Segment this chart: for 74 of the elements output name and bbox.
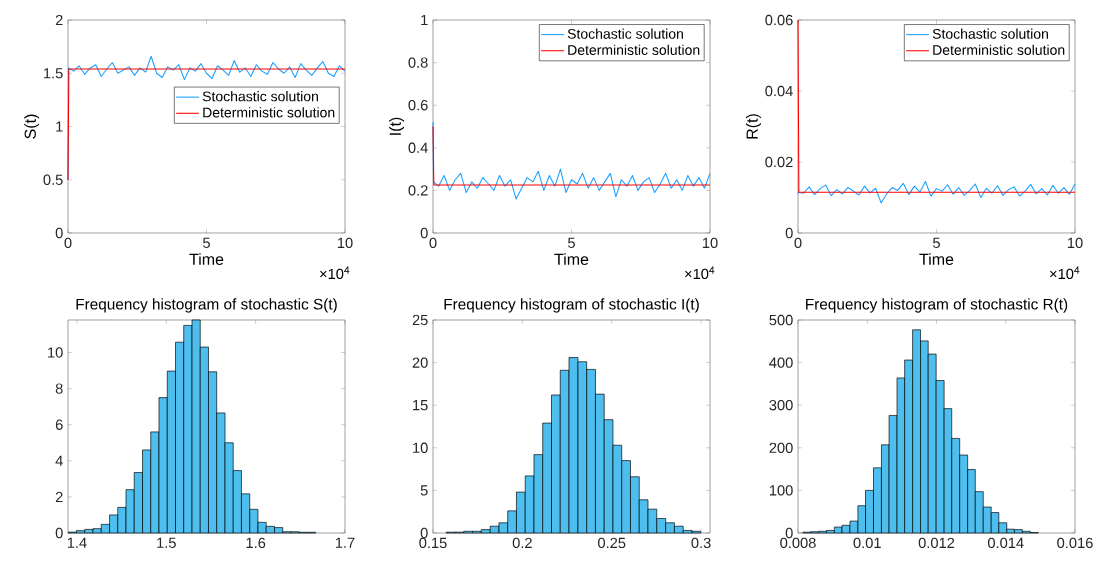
x-tick-label: 0.25 [598, 537, 626, 549]
x-axis-title: Time [919, 253, 954, 265]
legend-label: Stochastic solution [932, 28, 1048, 39]
y-tick-label: 6 [55, 419, 63, 430]
chart-title: Frequency histogram of stochastic I(t) [444, 298, 699, 313]
x-tick-label: 0 [794, 237, 802, 249]
y-tick-label: 0 [785, 527, 793, 539]
y-tick-label: 0 [55, 227, 63, 239]
legend-label: Deterministic solution [568, 44, 700, 55]
x-axis-title: Time [554, 253, 589, 265]
legend-label: Deterministic solution [933, 44, 1065, 55]
x-tick-label: 1.5 [157, 537, 176, 548]
x-tick-label: 0.2 [512, 537, 532, 549]
y-tick-label: 0.06 [765, 14, 793, 26]
x-tick-label: 5 [203, 237, 210, 248]
y-tick-label: 1 [56, 121, 63, 132]
y-tick-label: 0.04 [765, 85, 793, 97]
y-tick-label: 1.5 [44, 68, 63, 79]
y-tick-label: 0.8 [408, 57, 428, 68]
y-tick-label: 100 [769, 485, 793, 496]
text: ×10$^{4}$ [1050, 266, 1080, 280]
y-tick-label: 25 [412, 314, 428, 326]
x-tick-label: 0.3 [691, 537, 711, 549]
y-tick-label: 10 [413, 442, 428, 453]
y-tick-label: 0.5 [43, 174, 63, 185]
legend-label: Stochastic solution [202, 91, 318, 102]
x-tick-label: 0 [429, 237, 437, 249]
chart-title: Frequency histogram of stochastic S(t) [76, 298, 337, 313]
x-tick-label: 10 [702, 237, 718, 249]
x-axis-title: Time [189, 253, 224, 265]
y-tick-label: 2 [55, 14, 63, 26]
y-tick-label: 15 [413, 400, 428, 411]
y-tick-label: 0 [785, 227, 793, 239]
y-tick-label: 0.02 [765, 156, 793, 168]
y-tick-label: 2 [55, 491, 63, 503]
x-tick-label: 5 [568, 237, 575, 248]
y-tick-label: 8 [55, 383, 63, 394]
y-tick-label: 400 [769, 357, 793, 368]
legend-label: Deterministic solution [203, 107, 335, 118]
y-tick-label: 0 [420, 527, 428, 539]
x-tick-label: 10 [1067, 237, 1083, 249]
y-tick-label: 0.6 [408, 100, 428, 111]
y-tick-label: 0.4 [408, 142, 428, 153]
x-tick-label: 0.012 [918, 537, 955, 549]
legend-label: Stochastic solution [567, 28, 683, 39]
y-axis-title: S(t) [24, 114, 40, 139]
y-tick-label: 0 [420, 227, 428, 239]
y-tick-label: 500 [769, 314, 793, 326]
x-tick-label: 0.008 [780, 537, 816, 549]
x-tick-label: 0.014 [987, 537, 1024, 549]
x-tick-label: 5 [933, 237, 940, 248]
chart-title: Frequency histogram of stochastic R(t) [806, 298, 1068, 313]
x-tick-label: 1.7 [335, 537, 355, 548]
y-axis-title: I(t) [389, 117, 405, 135]
x-tick-label: 0.016 [1057, 537, 1093, 549]
x-tick-label: 0 [64, 237, 72, 249]
y-tick-label: 0 [55, 527, 63, 539]
y-tick-label: 200 [769, 442, 793, 453]
x-tick-label: 1.4 [67, 537, 87, 548]
y-tick-label: 0.2 [408, 185, 428, 196]
text: ×10$^{4}$ [320, 266, 350, 280]
y-tick-label: 4 [55, 455, 63, 466]
line-series [797, 180, 1076, 204]
y-tick-label: 300 [769, 400, 793, 411]
x-tick-label: 1.6 [246, 537, 266, 549]
y-tick-label: 5 [420, 485, 428, 496]
y-tick-label: 20 [412, 357, 428, 368]
x-tick-label: 10 [337, 237, 353, 249]
x-tick-label: 0.15 [419, 537, 447, 549]
text: ×10$^{4}$ [685, 266, 715, 280]
y-tick-label: 1 [421, 14, 428, 26]
y-tick-label: 10 [48, 347, 63, 358]
y-axis-title: R(t) [746, 114, 761, 139]
x-tick-label: 0.01 [853, 537, 881, 549]
